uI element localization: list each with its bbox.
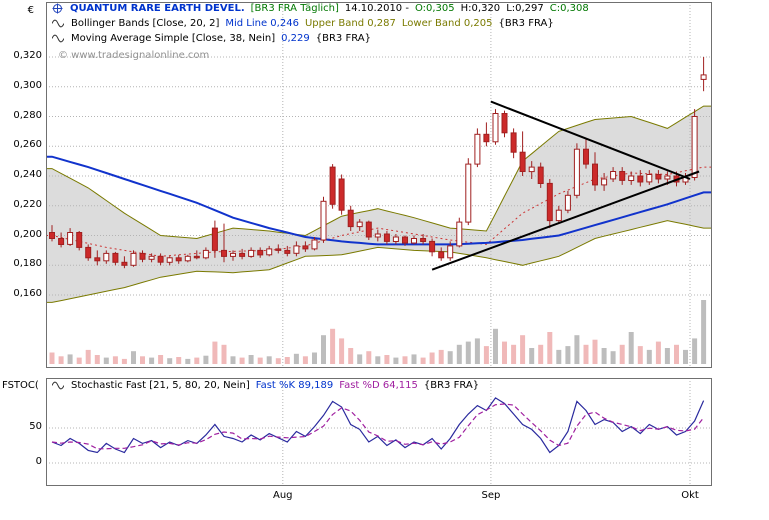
trendline — [490, 100, 691, 180]
stochastic-name: Stochastic Fast [21, 5, 80, 20, Nein] — [71, 380, 250, 391]
bollinger-upper-value: Upper Band 0,287 — [304, 18, 396, 29]
stochastic-chart-canvas[interactable] — [46, 378, 712, 486]
ma-scope: {BR3 FRA} — [315, 33, 371, 44]
month-label: Okt — [681, 490, 699, 501]
bollinger-scope: {BR3 FRA} — [498, 18, 554, 29]
price-tick-label: 0,260 — [13, 139, 42, 151]
currency-label: € — [27, 5, 34, 16]
price-tick-label: 0,200 — [13, 228, 42, 240]
quote-date: 14.10.2010 - — [344, 3, 409, 14]
month-label: Aug — [273, 490, 293, 501]
price-tick-label: 0,160 — [13, 288, 42, 299]
price-tick-label: 0,220 — [13, 198, 42, 210]
stochastic-d-value: Fast %D 64,115 — [339, 380, 418, 391]
price-tick-label: 0,300 — [13, 79, 42, 91]
price-tick-label: 0,180 — [13, 258, 42, 270]
low-value: L:0,297 — [506, 3, 544, 14]
stoch-k-line — [51, 397, 705, 454]
stochastic-k-value: Fast %K 89,189 — [255, 380, 334, 391]
ma-value: 0,229 — [281, 33, 310, 44]
month-label: Sep — [481, 490, 501, 501]
indicator-wave-icon — [52, 381, 64, 390]
symbol-period: [BR3 FRA Täglich] — [250, 3, 339, 14]
instrument-name: QUANTUM RARE EARTH DEVEL. — [70, 3, 245, 14]
bollinger-band-area — [46, 106, 712, 303]
ma38-line — [46, 155, 712, 246]
price-grid — [46, 2, 712, 368]
trendline — [431, 170, 700, 271]
bollinger-upper-line — [46, 105, 712, 240]
stochastic-panel-label: FSTOC( — [2, 380, 39, 391]
candlesticks — [49, 57, 707, 269]
stoch-tick-label: 50 — [29, 421, 42, 432]
bollinger-lower-value: Lower Band 0,205 — [401, 18, 493, 29]
bollinger-mid-value: Mid Line 0,246 — [225, 18, 299, 29]
stoch-d-line — [51, 403, 705, 450]
stoch-tick-label: 0 — [35, 456, 42, 467]
instrument-header: QUANTUM RARE EARTH DEVEL. [BR3 FRA Tägli… — [52, 3, 589, 14]
instrument-icon — [52, 3, 63, 14]
indicator-wave-icon — [52, 34, 64, 43]
price-tick-label: 0,280 — [13, 109, 42, 121]
price-chart-canvas[interactable] — [46, 2, 712, 368]
ma-name: Moving Average Simple [Close, 38, Nein] — [71, 33, 276, 44]
open-value: O:0,305 — [414, 3, 455, 14]
stochastic-scope: {BR3 FRA} — [423, 380, 480, 391]
price-tick-label: 0,320 — [13, 50, 42, 61]
stochastic-legend-row: Stochastic Fast [21, 5, 80, 20, Nein] Fa… — [52, 380, 479, 391]
bollinger-name: Bollinger Bands [Close, 20, 2] — [71, 18, 220, 29]
high-value: H:0,320 — [460, 3, 501, 14]
indicator-wave-icon — [52, 19, 64, 28]
watermark: © www.tradesignalonline.com — [58, 50, 210, 61]
bollinger-mid-line — [46, 166, 712, 257]
bollinger-lower-line — [46, 220, 712, 303]
price-tick-label: 0,240 — [13, 169, 42, 180]
bollinger-legend-row: Bollinger Bands [Close, 20, 2] Mid Line … — [52, 18, 554, 29]
close-value: C:0,308 — [549, 3, 589, 14]
ma-legend-row: Moving Average Simple [Close, 38, Nein] … — [52, 33, 371, 44]
volume-bars — [49, 300, 707, 364]
